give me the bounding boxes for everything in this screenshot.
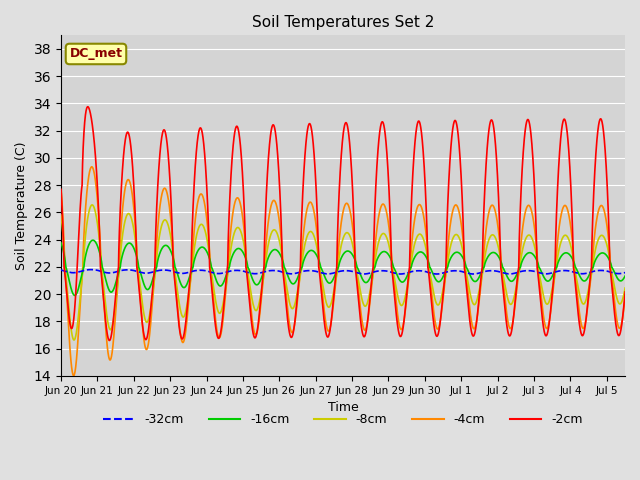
Title: Soil Temperatures Set 2: Soil Temperatures Set 2 [252,15,434,30]
Text: DC_met: DC_met [70,48,122,60]
Legend: -32cm, -16cm, -8cm, -4cm, -2cm: -32cm, -16cm, -8cm, -4cm, -2cm [98,408,588,431]
Y-axis label: Soil Temperature (C): Soil Temperature (C) [15,142,28,270]
X-axis label: Time: Time [328,401,358,414]
